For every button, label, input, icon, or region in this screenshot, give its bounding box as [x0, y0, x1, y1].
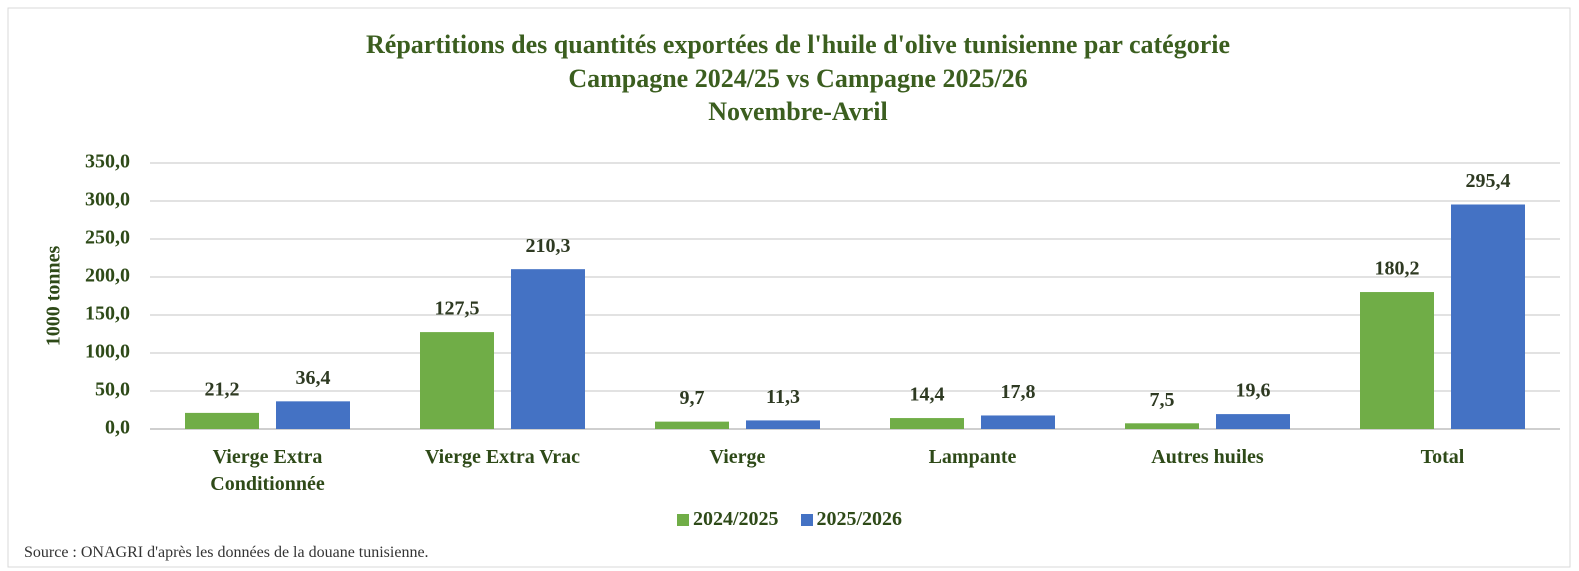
bar — [655, 421, 729, 429]
chart-title: Campagne 2024/25 vs Campagne 2025/26 — [568, 64, 1027, 93]
legend-item: 2025/2026 — [800, 508, 903, 531]
chart-title: Novembre-Avril — [708, 97, 888, 126]
y-tick-label: 200,0 — [85, 265, 130, 287]
data-label: 210,3 — [526, 235, 571, 257]
data-label: 19,6 — [1236, 380, 1271, 402]
legend-label: 2024/2025 — [692, 508, 779, 530]
bar — [1216, 414, 1290, 429]
data-label: 11,3 — [766, 386, 800, 408]
y-tick-label: 100,0 — [85, 341, 130, 363]
legend-item: 2024/2025 — [676, 508, 779, 531]
legend: 2024/2025 2025/2026 — [0, 508, 1579, 531]
y-axis-label: 1000 tonnes — [43, 246, 65, 347]
bar — [420, 332, 494, 429]
y-tick-label: 300,0 — [85, 189, 130, 211]
legend-swatch — [676, 513, 689, 526]
x-tick-label: Total — [1420, 446, 1465, 468]
legend-swatch — [800, 513, 813, 526]
y-tick-label: 0,0 — [105, 417, 130, 439]
bar — [981, 415, 1055, 429]
x-tick-label: Vierge Extra Vrac — [424, 446, 581, 468]
y-tick-label: 350,0 — [85, 151, 130, 173]
bar — [746, 420, 820, 429]
data-label: 127,5 — [435, 298, 480, 320]
bar — [1451, 204, 1525, 429]
bar — [276, 401, 350, 429]
data-label: 295,4 — [1466, 170, 1511, 192]
x-tick-label: Vierge Extra Conditionnée — [210, 446, 325, 495]
bar — [1360, 292, 1434, 429]
source-note: Source : ONAGRI d'après les données de l… — [24, 544, 429, 561]
data-label: 180,2 — [1375, 258, 1420, 280]
data-label: 17,8 — [1001, 381, 1036, 403]
data-label: 14,4 — [910, 384, 945, 406]
data-label: 9,7 — [680, 387, 705, 409]
bar — [1125, 423, 1199, 429]
y-tick-label: 50,0 — [95, 379, 130, 401]
chart-title: Répartitions des quantités exportées de … — [366, 30, 1230, 59]
legend-label: 2025/2026 — [816, 508, 903, 530]
y-tick-label: 250,0 — [85, 227, 130, 249]
bar — [185, 412, 259, 429]
data-label: 21,2 — [205, 378, 240, 400]
chart-frame — [7, 7, 1571, 568]
x-tick-label: Autres huiles — [1151, 446, 1264, 468]
bar — [511, 269, 585, 429]
x-tick-label: Lampante — [928, 446, 1017, 468]
data-label: 7,5 — [1150, 389, 1175, 411]
bar — [890, 418, 964, 429]
data-label: 36,4 — [296, 367, 331, 389]
y-tick-label: 150,0 — [85, 303, 130, 325]
x-tick-label: Vierge — [709, 446, 766, 468]
